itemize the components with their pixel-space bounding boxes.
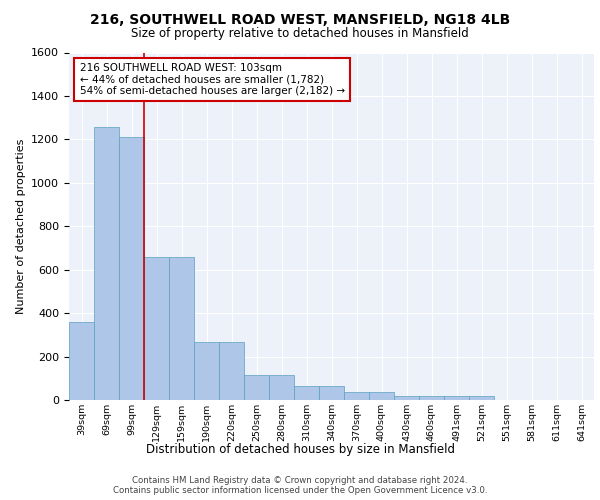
Bar: [194, 342, 219, 400]
Text: 216 SOUTHWELL ROAD WEST: 103sqm
← 44% of detached houses are smaller (1,782)
54%: 216 SOUTHWELL ROAD WEST: 103sqm ← 44% of…: [79, 63, 344, 96]
Bar: [469, 396, 494, 400]
Text: Size of property relative to detached houses in Mansfield: Size of property relative to detached ho…: [131, 28, 469, 40]
Bar: [344, 392, 369, 400]
Bar: [269, 375, 294, 400]
Bar: [169, 256, 194, 400]
Text: 216, SOUTHWELL ROAD WEST, MANSFIELD, NG18 4LB: 216, SOUTHWELL ROAD WEST, MANSFIELD, NG1…: [90, 12, 510, 26]
Bar: [219, 342, 244, 400]
Bar: [294, 386, 319, 400]
Bar: [144, 256, 169, 400]
Text: Contains HM Land Registry data © Crown copyright and database right 2024.
Contai: Contains HM Land Registry data © Crown c…: [113, 476, 487, 495]
Bar: [69, 322, 94, 400]
Text: Distribution of detached houses by size in Mansfield: Distribution of detached houses by size …: [146, 442, 455, 456]
Bar: [319, 386, 344, 400]
Bar: [419, 396, 444, 400]
Bar: [394, 396, 419, 400]
Bar: [119, 137, 144, 400]
Y-axis label: Number of detached properties: Number of detached properties: [16, 138, 26, 314]
Bar: [369, 392, 394, 400]
Bar: [94, 128, 119, 400]
Bar: [244, 375, 269, 400]
Bar: [444, 396, 469, 400]
